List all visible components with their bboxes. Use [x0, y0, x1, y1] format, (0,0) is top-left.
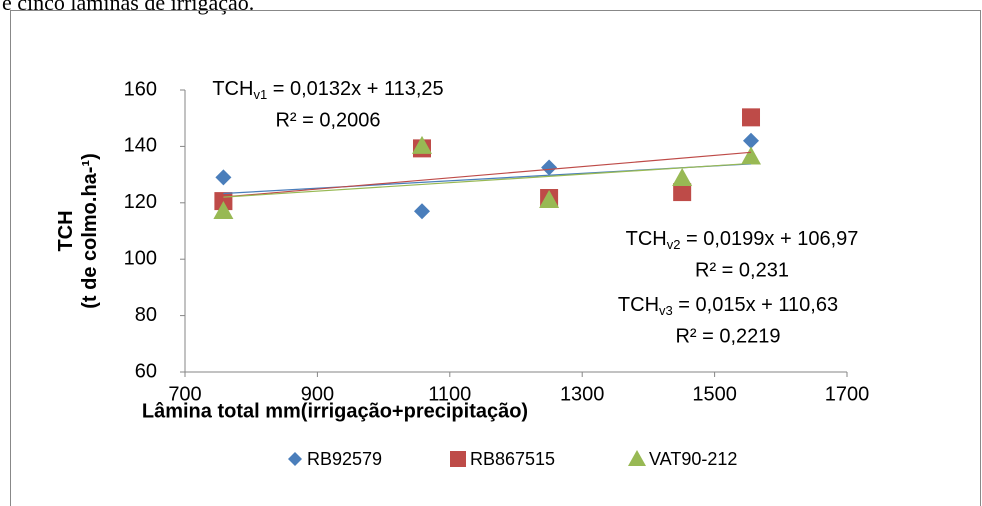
legend-label: VAT90-212 [649, 449, 737, 469]
data-point [672, 167, 693, 186]
data-point [743, 132, 760, 149]
y-tick-label: 120 [124, 191, 157, 213]
header-text: e cinco lâminas de irrigação. [2, 0, 254, 15]
data-point [411, 135, 432, 154]
r-squared: R² = 0,2006 [275, 109, 380, 131]
legend-marker [450, 451, 466, 467]
equation-prefix: TCH [212, 78, 253, 100]
legend-marker [628, 450, 646, 466]
y-tick-label: 100 [124, 247, 157, 269]
data-point [741, 146, 762, 165]
x-tick-label: 700 [168, 383, 201, 405]
equation-text: = 0,015x + 110,63 [673, 294, 838, 316]
y-tick-label: 140 [124, 135, 157, 157]
equation-prefix: TCH [618, 294, 659, 316]
equation-text: = 0,0132x + 113,25 [267, 78, 443, 100]
trendline [223, 151, 752, 198]
equation: TCHv1 = 0,0132x + 113,25 [212, 78, 443, 102]
equation: TCHv2 = 0,0199x + 106,97 [626, 228, 859, 252]
y-tick-label: 80 [135, 304, 157, 326]
r-squared: R² = 0,231 [695, 259, 789, 281]
y-axis-label: TCH [55, 210, 77, 251]
x-tick-label: 1300 [560, 383, 605, 405]
equation-subscript: v2 [667, 237, 681, 252]
equation-subscript: v1 [253, 87, 267, 102]
data-point [215, 169, 232, 186]
y-axis-label: (t de colmo.ha-¹) [79, 153, 101, 309]
y-tick-label: 60 [135, 360, 157, 382]
legend-marker [288, 452, 302, 466]
legend-label: RB92579 [307, 449, 382, 469]
data-point [213, 200, 234, 219]
equation-prefix: TCH [626, 228, 667, 250]
x-tick-label: 1500 [692, 383, 737, 405]
data-point [413, 203, 430, 220]
x-tick-label: 1700 [825, 383, 870, 405]
data-point [539, 189, 560, 208]
x-tick-label: 1100 [428, 383, 471, 405]
x-tick-label: 900 [301, 383, 334, 405]
equation-subscript: v3 [659, 303, 673, 318]
y-tick-label: 160 [124, 78, 157, 100]
equation: TCHv3 = 0,015x + 110,63 [618, 294, 838, 318]
data-point [742, 108, 761, 127]
r-squared: R² = 0,2219 [675, 325, 780, 347]
x-axis-label: Lâmina total mm(irrigação+precipitação) [142, 400, 528, 422]
chart-frame [10, 10, 981, 506]
equation-text: = 0,0199x + 106,97 [680, 228, 858, 250]
data-point [541, 159, 558, 176]
legend-label: RB867515 [470, 449, 555, 469]
trendline [223, 162, 752, 198]
data-point [673, 183, 692, 202]
